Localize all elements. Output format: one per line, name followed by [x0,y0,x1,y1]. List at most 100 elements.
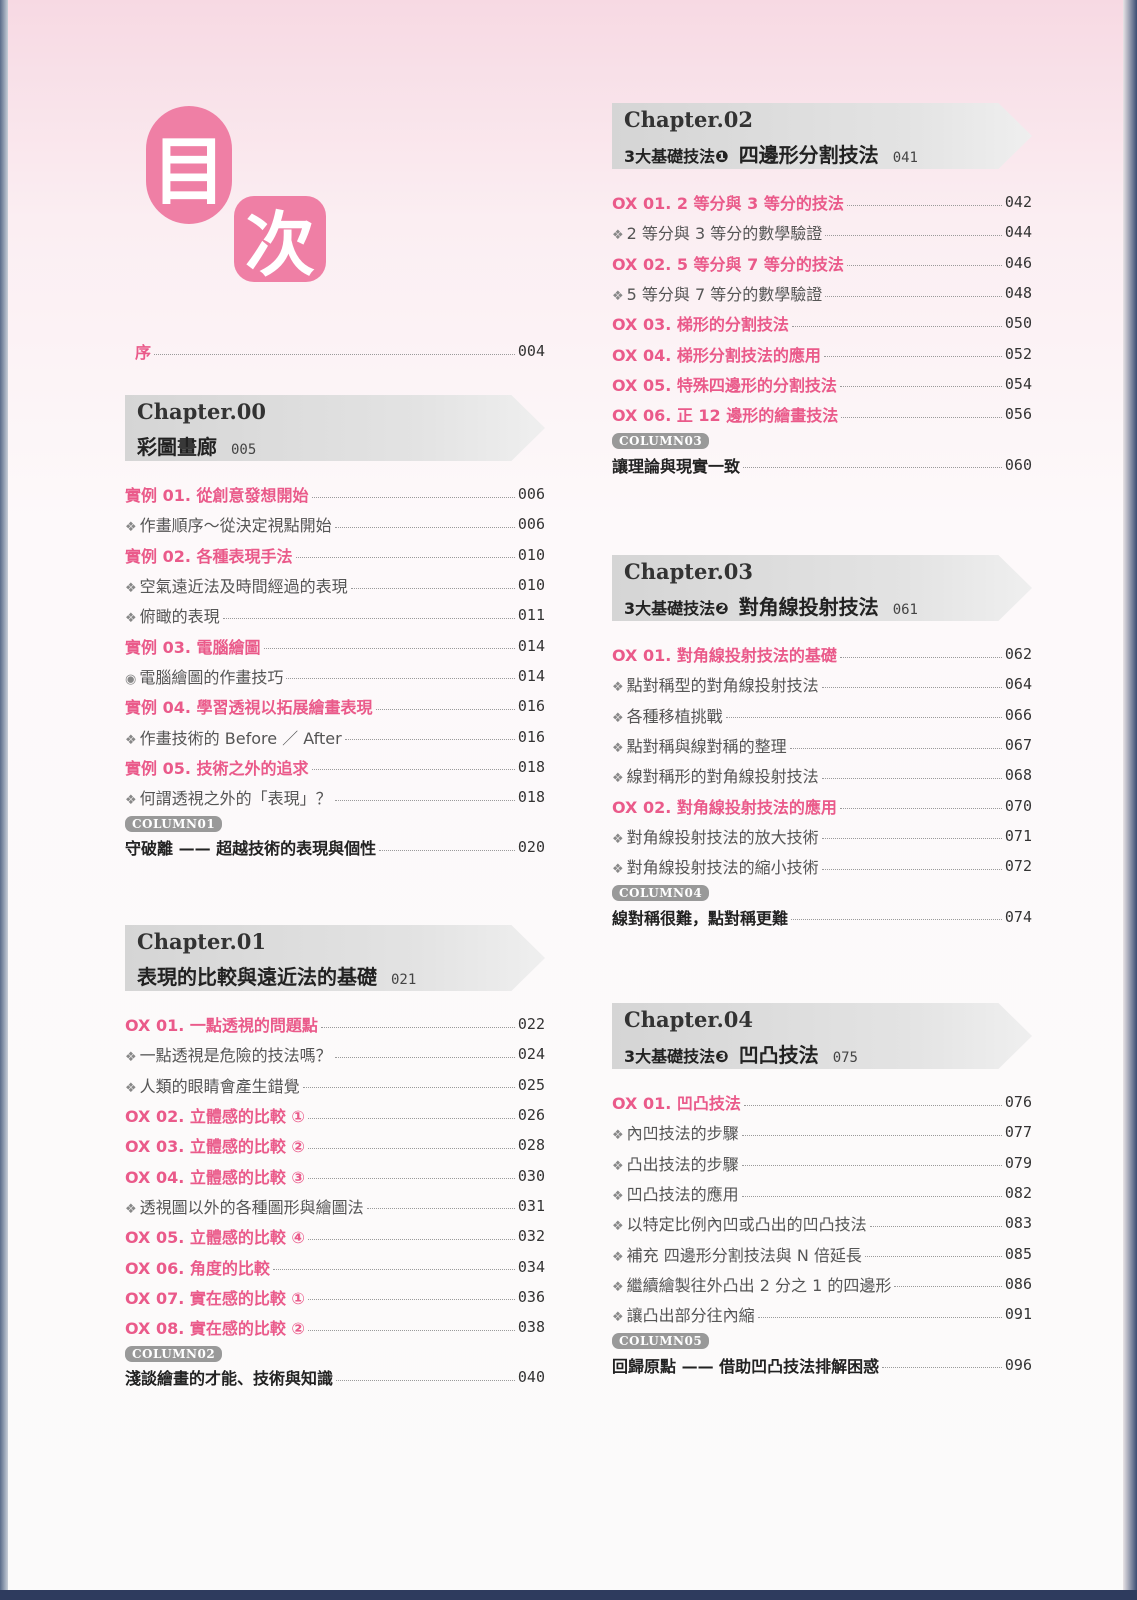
toc-entry[interactable]: ❖ 作畫技術的 Before ／ After 016 [125,721,545,751]
bullet-icon: ❖ [125,732,137,748]
column-badge-wrap: COLUMN01 [125,812,545,833]
leader-dots [311,769,515,771]
toc-entry[interactable]: OX 03. 立體感的比較 ② 028 [125,1130,545,1160]
entry-text: 一點透視是危險的技法嗎？ [139,1046,332,1066]
toc-entry[interactable]: ◉ 電腦繪圖的作畫技巧 014 [125,661,545,691]
toc-entry[interactable]: 實例 05. 技術之外的追求 018 [125,752,545,782]
toc-entry[interactable]: OX 02. 對角線投射技法的應用 070 [612,790,1032,820]
chapter-number: Chapter.01 [137,929,267,954]
toc-entry[interactable]: OX 01. 對角線投射技法的基礎 062 [612,639,1032,669]
toc-entry[interactable]: OX 01. 凹凸技法 076 [612,1087,1032,1117]
leader-dots [286,678,515,680]
leader-dots [334,1056,515,1058]
toc-entry[interactable]: ❖ 人類的眼睛會產生錯覺 025 [125,1070,545,1100]
chapter-banner[interactable]: Chapter.00 彩圖畫廊 005 [125,395,545,461]
entry-text: 各種移植挑戰 [626,706,723,726]
column-badge: COLUMN02 [125,1346,223,1363]
leader-dots [307,1238,515,1240]
toc-entry[interactable]: ❖ 讓凸出部分往內縮 091 [612,1299,1032,1329]
toc-entry[interactable]: OX 01. 一點透視的問題點 022 [125,1009,545,1039]
toc-entry[interactable]: 實例 04. 學習透視以拓展繪畫表現 016 [125,691,545,721]
toc-entry[interactable]: ❖ 點對稱型的對角線投射技法 064 [612,669,1032,699]
toc-entry[interactable]: OX 01. 2 等分與 3 等分的技法 042 [612,187,1032,217]
entry-label: OX 08. 實在感的比較 ② [125,1315,305,1339]
entry-label: 實例 02. 各種表現手法 [125,543,293,567]
toc-entry[interactable]: ❖ 以特定比例內凹或凸出的凹凸技法 083 [612,1208,1032,1238]
entry-label: OX 01. 一點透視的問題點 [125,1012,318,1036]
toc-entry[interactable]: ❖ 線對稱形的對角線投射技法 068 [612,760,1032,790]
page-number: 004 [517,342,545,361]
chapter-banner[interactable]: Chapter.03 3大基礎技法❷ 對角線投射技法 061 [612,555,1032,621]
toc-entry[interactable]: OX 06. 正 12 邊形的繪畫技法 056 [612,399,1032,429]
toc-entry[interactable]: ❖ 對角線投射技法的縮小技術 072 [612,851,1032,881]
toc-entry[interactable]: ❖ 2 等分與 3 等分的數學驗證 044 [612,217,1032,247]
chapter-banner[interactable]: Chapter.02 3大基礎技法❶ 四邊形分割技法 041 [612,103,1032,169]
chapter-banner[interactable]: Chapter.04 3大基礎技法❸ 凹凸技法 075 [612,1003,1032,1069]
toc-entry[interactable]: ❖ 作畫順序～從決定視點開始 006 [125,509,545,539]
toc-entry[interactable]: OX 03. 梯形的分割技法 050 [612,308,1032,338]
toc-entry[interactable]: OX 08. 實在感的比較 ② 038 [125,1312,545,1342]
entry-label: ❖ 對角線投射技法的縮小技術 [612,854,819,878]
toc-entry[interactable]: ❖ 補充 四邊形分割技法與 N 倍延長 085 [612,1238,1032,1268]
toc-entry[interactable]: ❖ 一點透視是危險的技法嗎？ 024 [125,1039,545,1069]
toc-entry[interactable]: ❖ 繼續繪製往外凸出 2 分之 1 的四邊形 086 [612,1269,1032,1299]
entry-text: 實例 03. 電腦繪圖 [125,637,261,657]
toc-entry[interactable]: ❖ 各種移植挑戰 066 [612,700,1032,730]
toc-entry[interactable]: OX 04. 梯形分割技法的應用 052 [612,338,1032,368]
toc-entry[interactable]: 實例 02. 各種表現手法 010 [125,540,545,570]
scan-edge-bottom [0,1590,1137,1600]
toc-entry[interactable]: ❖ 空氣遠近法及時間經過的表現 010 [125,570,545,600]
chapter-banner[interactable]: Chapter.01 表現的比較與遠近法的基礎 021 [125,925,545,991]
entry-text: OX 05. 立體感的比較 ④ [125,1228,305,1248]
toc-entry[interactable]: ❖ 凹凸技法的應用 082 [612,1178,1032,1208]
column-entry[interactable]: 線對稱很難，點對稱更難 074 [612,901,1032,931]
page-number: 030 [517,1166,545,1185]
column-badge-wrap: COLUMN03 [612,429,1032,450]
toc-entry[interactable]: OX 02. 立體感的比較 ① 026 [125,1100,545,1130]
column-entry[interactable]: 淺談繪畫的才能、技術與知識 040 [125,1362,545,1392]
toc-entry[interactable]: ❖ 凸出技法的步驟 079 [612,1148,1032,1178]
preface-entry[interactable]: 序 004 [135,336,545,366]
page-number: 079 [1004,1153,1032,1172]
page-number: 024 [517,1045,545,1064]
column-entry[interactable]: 守破離 —— 超越技術的表現與個性 020 [125,832,545,862]
toc-entry[interactable]: ❖ 俯瞰的表現 011 [125,600,545,630]
scan-edge-right [1123,0,1137,1600]
page-number: 026 [517,1106,545,1125]
bullet-icon: ❖ [125,1050,137,1066]
entry-text: 讓凸出部分往內縮 [626,1306,755,1326]
page-number: 016 [517,697,545,716]
bullet-icon: ❖ [125,1080,137,1096]
toc-entry[interactable]: OX 05. 立體感的比較 ④ 032 [125,1221,545,1251]
toc-entry[interactable]: OX 05. 特殊四邊形的分割技法 054 [612,369,1032,399]
chapter-title-line: 表現的比較與遠近法的基礎 021 [137,961,416,990]
leader-dots [846,265,1002,267]
leader-dots [741,1195,1002,1197]
toc-entry[interactable]: ❖ 內凹技法的步驟 077 [612,1117,1032,1147]
toc-entry[interactable]: ❖ 點對稱與線對稱的整理 067 [612,730,1032,760]
toc-entry[interactable]: 實例 03. 電腦繪圖 014 [125,630,545,660]
entry-text: 對角線投射技法的放大技術 [626,827,819,847]
page-number: 091 [1004,1305,1032,1324]
leader-dots [821,838,1002,840]
toc-entry[interactable]: ❖ 對角線投射技法的放大技術 071 [612,821,1032,851]
toc-entry[interactable]: ❖ 透視圖以外的各種圖形與繪圖法 031 [125,1191,545,1221]
toc-entry[interactable]: OX 07. 實在感的比較 ① 036 [125,1282,545,1312]
toc-entry[interactable]: ❖ 5 等分與 7 等分的數學驗證 048 [612,278,1032,308]
column-entry[interactable]: 回歸原點 —— 借助凹凸技法排解困惑 096 [612,1349,1032,1379]
entry-text: 人類的眼睛會產生錯覺 [139,1076,300,1096]
entry-text: 對角線投射技法的縮小技術 [626,858,819,878]
entry-label: ❖ 凸出技法的步驟 [612,1151,739,1175]
leader-dots [302,1087,515,1089]
leader-dots [821,777,1002,779]
column-entry[interactable]: 讓理論與現實一致 060 [612,449,1032,479]
entry-label: ❖ 透視圖以外的各種圖形與繪圖法 [125,1194,364,1218]
toc-entry[interactable]: 實例 01. 從創意發想開始 006 [125,479,545,509]
entry-text: OX 02. 對角線投射技法的應用 [612,797,837,817]
entry-label: OX 07. 實在感的比較 ① [125,1285,305,1309]
toc-entry[interactable]: OX 04. 立體感的比較 ③ 030 [125,1160,545,1190]
toc-entry[interactable]: OX 02. 5 等分與 7 等分的技法 046 [612,248,1032,278]
toc-entry[interactable]: OX 06. 角度的比較 034 [125,1251,545,1281]
toc-entry[interactable]: ❖ 何謂透視之外的「表現」？ 018 [125,782,545,812]
leader-dots [882,1367,1002,1369]
